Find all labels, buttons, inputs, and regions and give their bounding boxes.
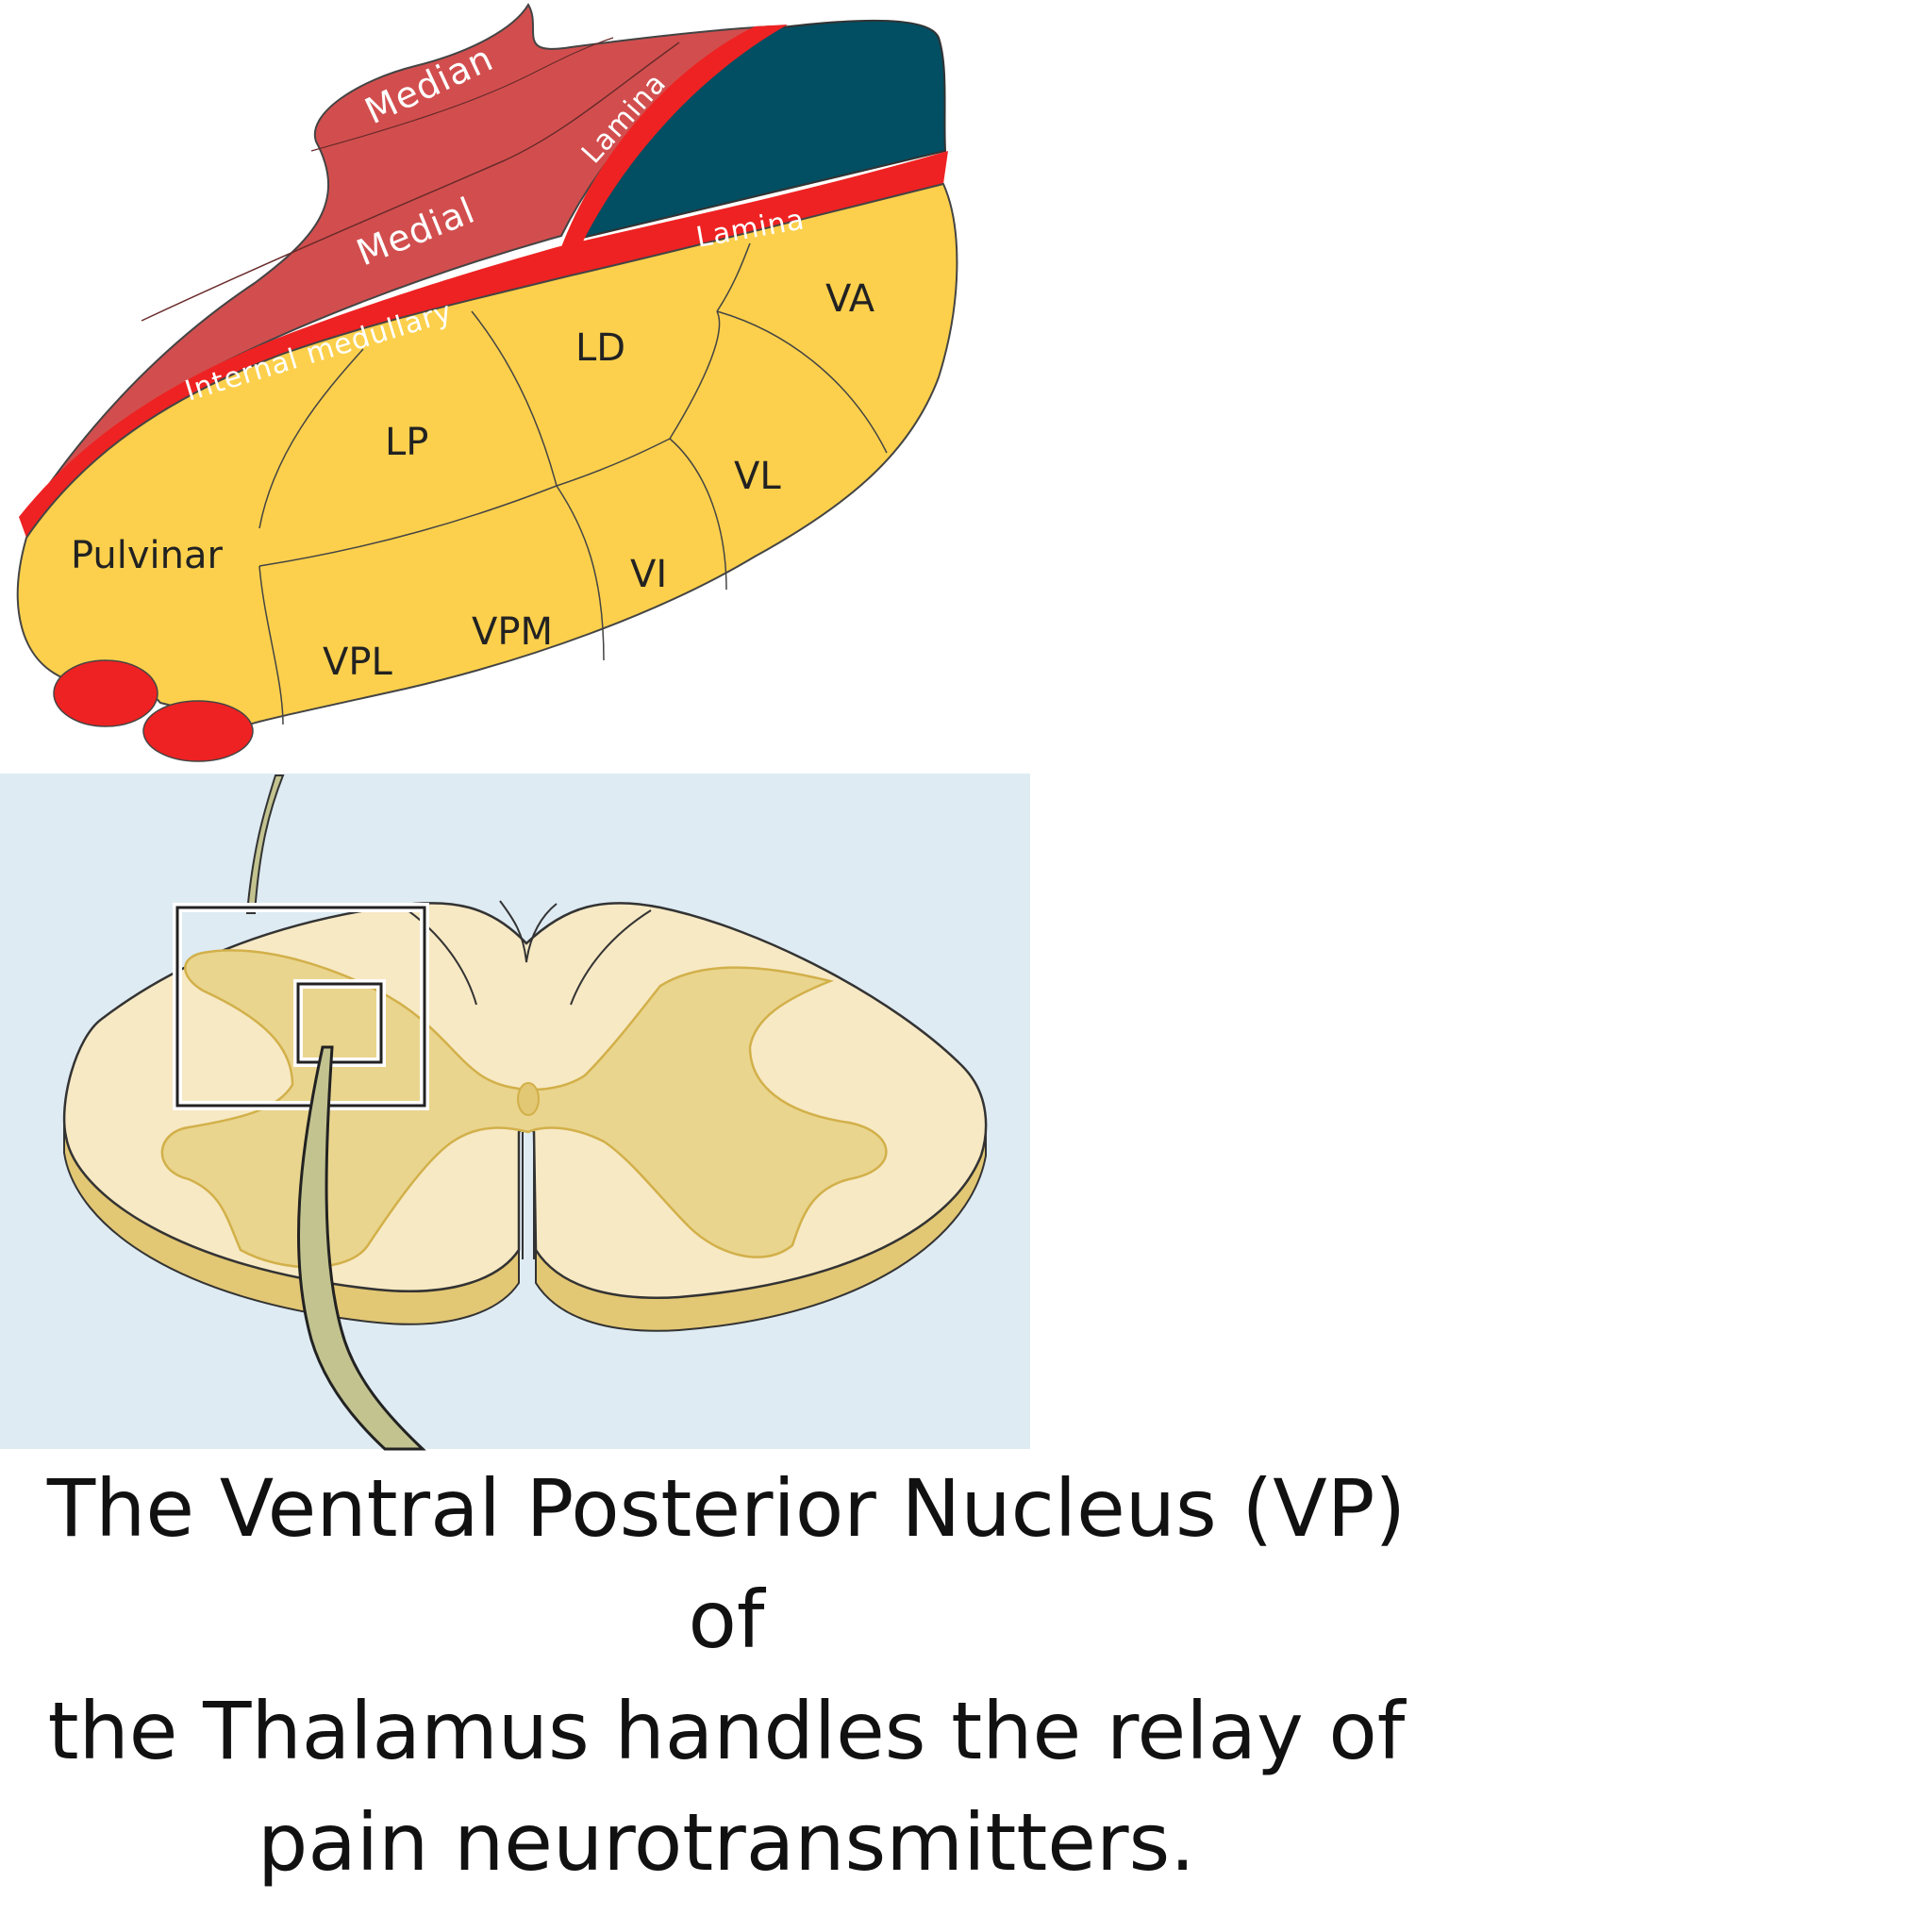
ascending-tract-upper [245,774,285,914]
caption: The Ventral Posterior Nucleus (VP) of th… [0,1453,1453,1898]
label-lp: LP [385,421,428,464]
ascending-tract-lower [296,1045,426,1451]
geniculate-body-right [142,700,254,762]
dorsal-root-entry-left [400,905,477,1006]
caption-line-1: The Ventral Posterior Nucleus (VP) of [46,1462,1407,1666]
label-vpl: VPL [323,641,392,684]
spinal-cord-diagram [0,774,1030,1451]
dorsal-root-entry-right [570,909,652,1006]
label-va: VA [825,277,875,321]
label-vi: VI [630,553,667,596]
central-canal [517,1082,540,1116]
label-pulvinar: Pulvinar [71,534,224,577]
medial-divider [141,42,680,322]
caption-line-3: pain neurotransmitters. [258,1796,1195,1889]
thalamus-diagram: Median Medial Lamina Lamina Internal med… [16,3,958,762]
ventral-fissure [522,1132,535,1259]
median-divider [310,37,614,152]
label-vl: VL [734,455,781,498]
label-vpm: VPM [472,610,553,654]
lateral-region [16,182,958,726]
lamina-band [19,25,948,538]
geniculate-body-left [53,659,158,727]
dorsal-sulcus [499,900,558,963]
caption-line-2: the Thalamus handles the relay of [47,1685,1406,1777]
nucleus-dividers [258,242,888,725]
medial-region [27,3,774,515]
label-ld: LD [575,326,625,370]
